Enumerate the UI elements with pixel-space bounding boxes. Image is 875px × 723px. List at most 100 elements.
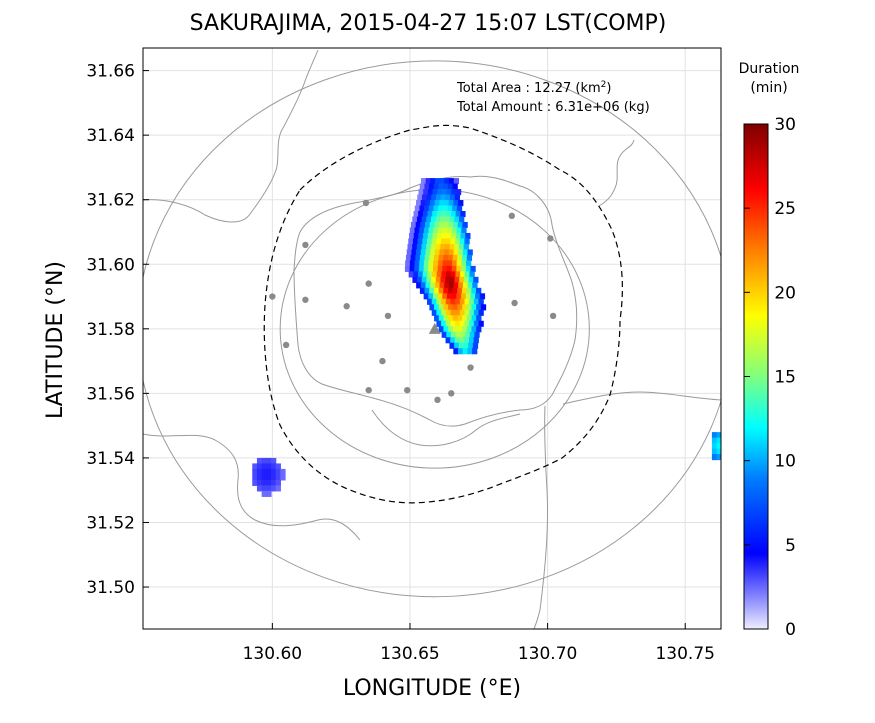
deposit-cell [266, 463, 272, 470]
colorbar-tick-label: 10 [774, 452, 796, 472]
deposit-cell [449, 342, 455, 349]
station-point [379, 357, 386, 365]
deposit-cell [460, 331, 466, 338]
deposit-cell [405, 254, 412, 261]
deposit-cell [256, 463, 263, 470]
deposit-cell [469, 309, 475, 316]
deposit-cell [442, 260, 448, 267]
deposit-cell [446, 211, 452, 218]
deposit-cell [455, 309, 461, 316]
deposit-cell [432, 293, 439, 300]
deposit-cell [721, 432, 726, 438]
deposit-cell [426, 216, 432, 223]
deposit-cell [438, 326, 445, 333]
deposit-cell [453, 249, 459, 256]
deposit-cell [721, 449, 726, 455]
deposit-cell [438, 205, 444, 212]
deposit-cell [462, 348, 468, 355]
deposit-cell [430, 249, 436, 256]
exclusion-boundary-dashed [263, 124, 623, 504]
deposit-cell [458, 342, 465, 349]
deposit-cell [266, 457, 272, 465]
deposit-cell [414, 205, 421, 212]
deposit-cell [454, 276, 460, 283]
deposit-cell [443, 287, 449, 294]
deposit-cell [441, 298, 447, 305]
deposit-cell [455, 271, 461, 278]
deposit-cell [458, 249, 464, 256]
deposit-cell [270, 468, 277, 475]
deposit-cell [711, 448, 718, 455]
deposit-cell [448, 254, 454, 261]
deposit-cell [423, 265, 429, 272]
deposit-cell [430, 200, 436, 207]
deposit-cell [432, 265, 439, 272]
deposit-cell [452, 326, 459, 333]
deposit-cell [468, 337, 475, 344]
total-amount-annotation: Total Amount : 6.31e+06 (kg) [456, 100, 650, 115]
deposit-cell [261, 479, 267, 486]
deposit-cell [458, 243, 465, 251]
deposit-cell [270, 457, 277, 465]
deposit-cell [420, 282, 427, 289]
deposit-cell [430, 178, 436, 185]
deposit-cell [466, 304, 473, 311]
deposit-cell [443, 221, 450, 229]
deposit-cell [435, 178, 441, 185]
coastline-sakurajima [293, 175, 578, 427]
deposit-cell [445, 276, 451, 283]
colorbar-tick-label: 20 [774, 283, 796, 303]
deposit-cell [410, 254, 416, 261]
deposit-cell [446, 232, 452, 240]
deposit-cell [456, 265, 462, 272]
deposit-cell [437, 232, 443, 240]
deposit-cell [431, 309, 438, 316]
deposit-cell [429, 254, 435, 261]
deposit-cell [442, 293, 448, 300]
y-tick-label: 31.64 [86, 126, 135, 146]
deposit-cell [275, 485, 281, 492]
deposit-cell [423, 232, 429, 240]
deposit-cell [412, 243, 418, 251]
deposit-cell [459, 298, 466, 305]
deposit-cell [474, 331, 480, 338]
deposit-cell [469, 320, 475, 327]
y-tick-label: 31.60 [86, 255, 135, 275]
coastline-inlet [371, 409, 521, 447]
deposit-cell [452, 183, 458, 190]
deposit-cell [454, 216, 460, 223]
deposit-cell [461, 265, 467, 272]
deposit-cell [445, 320, 452, 327]
deposit-cell [468, 342, 474, 349]
deposit-cell [424, 254, 430, 261]
deposit-cell [266, 479, 272, 486]
deposit-cell [406, 249, 413, 256]
deposit-cell [417, 276, 423, 283]
deposit-cell [459, 309, 466, 316]
deposit-cell [439, 221, 445, 229]
deposit-cell [405, 260, 411, 267]
deposit-cell [411, 249, 417, 256]
deposit-cell [461, 260, 467, 267]
deposit-cell [451, 232, 457, 240]
map-layer [143, 49, 726, 629]
deposit-cell [455, 320, 461, 327]
deposit-cell [442, 227, 448, 234]
deposit-cell [441, 211, 447, 218]
deposit-cell [457, 221, 464, 229]
deposit-cell [464, 309, 470, 316]
deposit-cell [467, 282, 473, 289]
deposit-cell [466, 254, 473, 261]
deposit-cell [464, 337, 470, 344]
deposit-cell [434, 304, 440, 311]
deposit-cell [457, 315, 463, 322]
station-point [508, 212, 516, 220]
deposit-cell [451, 227, 458, 234]
deposit-cell [441, 238, 447, 245]
deposit-cell [447, 260, 453, 267]
deposit-cell [463, 276, 470, 283]
station-point [362, 199, 370, 207]
deposit-cell [423, 260, 430, 267]
deposit-cell [418, 211, 424, 218]
deposit-cell [711, 454, 718, 461]
